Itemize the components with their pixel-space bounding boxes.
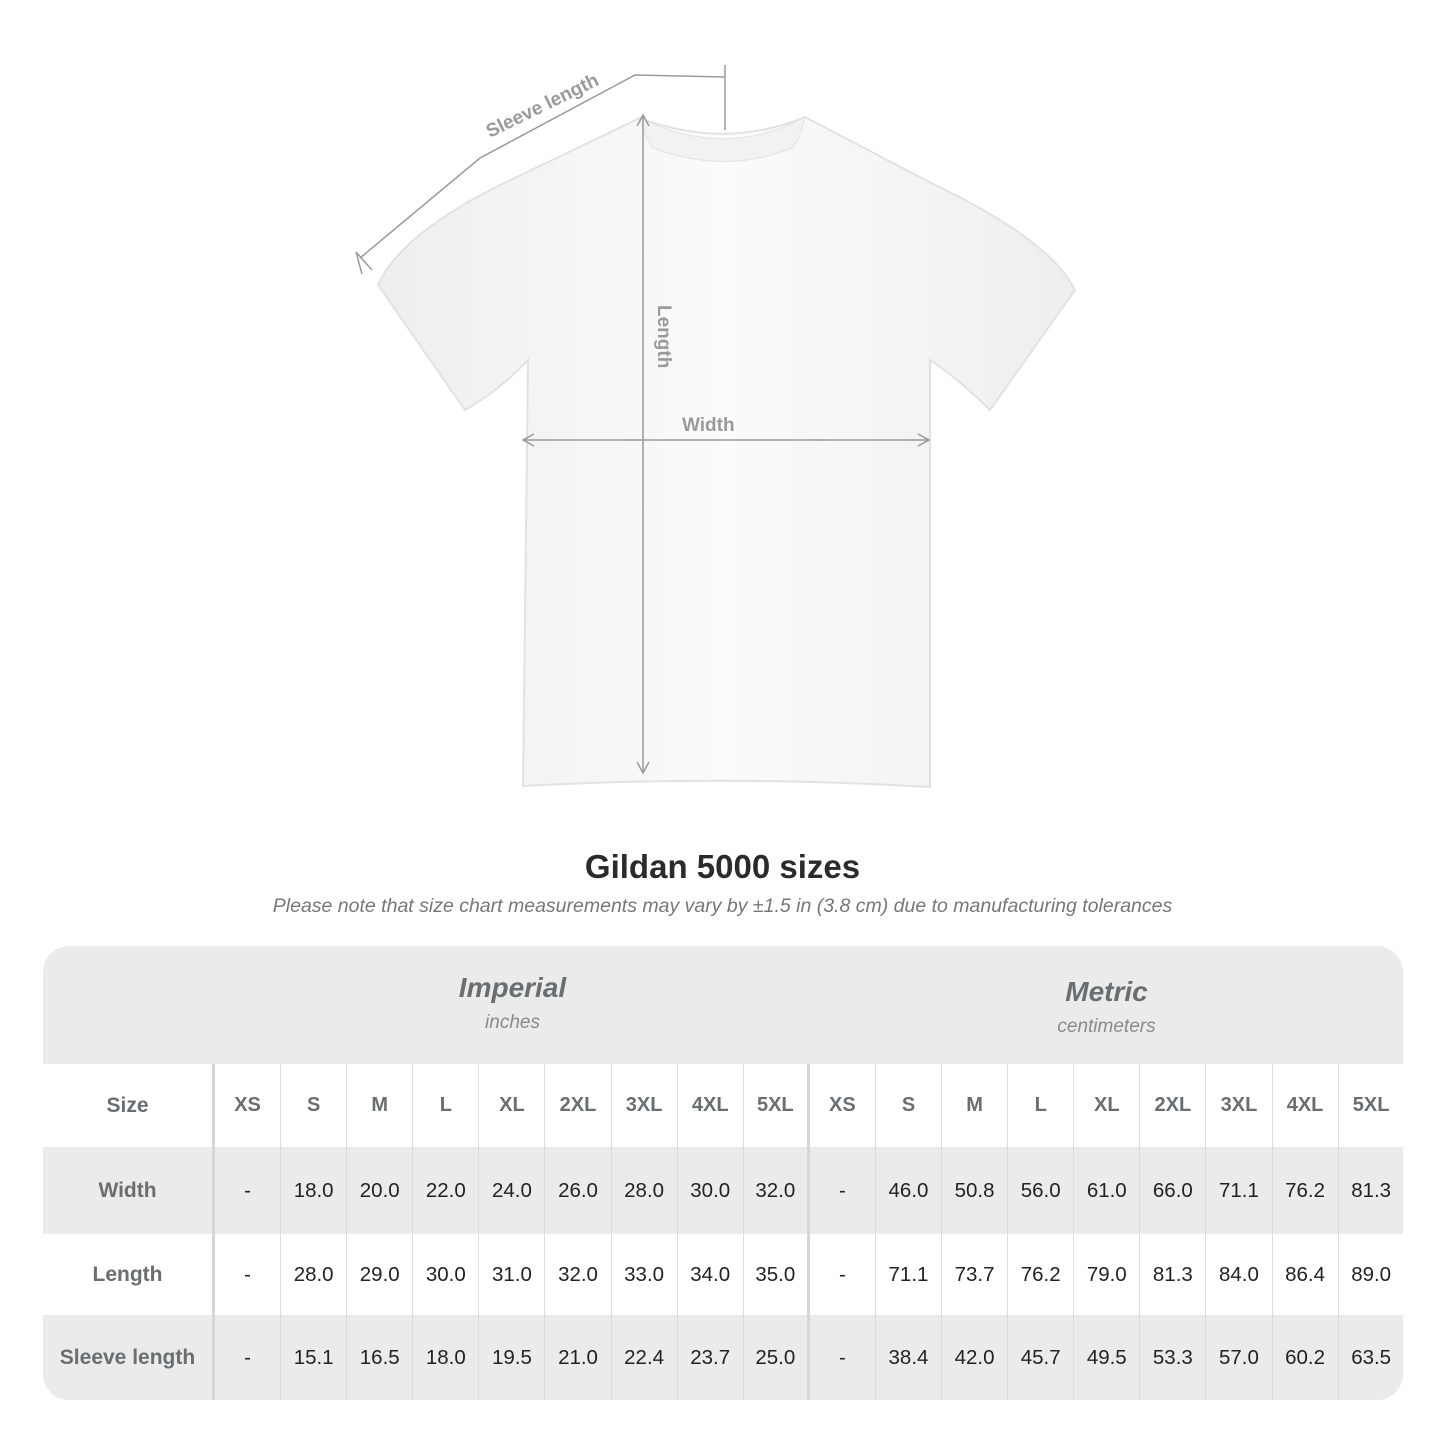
table-row: Length -28.0 29.0 30.0 31.0 32.0 33.0 34.0 35.0-… xyxy=(43,1234,1403,1315)
metric-size-header: XL xyxy=(1074,1064,1141,1147)
imperial-value: 16.5 xyxy=(347,1315,414,1400)
length-label: Length xyxy=(653,305,674,368)
metric-size-header: 3XL xyxy=(1206,1064,1273,1147)
width-line xyxy=(521,433,931,447)
imperial-value: 22.0 xyxy=(413,1147,480,1234)
imperial-value: 28.0 xyxy=(281,1234,348,1315)
imperial-value: 22.4 xyxy=(612,1315,678,1400)
metric-value: 49.5 xyxy=(1074,1315,1141,1400)
imperial-value: 30.0 xyxy=(413,1234,480,1315)
imperial-value: 31.0 xyxy=(479,1234,546,1315)
sleeve-length-arrow xyxy=(355,251,373,275)
imperial-value: 34.0 xyxy=(678,1234,744,1315)
metric-value: - xyxy=(810,1147,876,1234)
metric-size-header: M xyxy=(942,1064,1009,1147)
metric-value: 38.4 xyxy=(876,1315,943,1400)
table-row: Width -18.0 20.0 22.0 24.0 26.0 28.0 30.0 32.0-4… xyxy=(43,1147,1403,1234)
row-label: Length xyxy=(43,1234,215,1315)
metric-size-header: XS xyxy=(810,1064,876,1147)
metric-value: 42.0 xyxy=(942,1315,1009,1400)
imperial-value: 23.7 xyxy=(678,1315,744,1400)
metric-size-header: 4XL xyxy=(1273,1064,1339,1147)
tshirt-shape xyxy=(376,115,1077,789)
metric-unit: centimeters xyxy=(1057,1016,1156,1037)
metric-size-header: 5XL xyxy=(1339,1064,1403,1147)
page-title: Gildan 5000 sizes xyxy=(584,848,861,885)
metric-value: 60.2 xyxy=(1273,1315,1339,1400)
sleeve-length-line xyxy=(359,74,726,259)
metric-value: 57.0 xyxy=(1206,1315,1273,1400)
metric-value: 66.0 xyxy=(1140,1147,1207,1234)
imperial-size-header: 5XL xyxy=(744,1064,810,1147)
imperial-value: - xyxy=(215,1234,282,1315)
imperial-value: 20.0 xyxy=(347,1147,414,1234)
metric-value: 86.4 xyxy=(1273,1234,1339,1315)
metric-value: 81.3 xyxy=(1339,1147,1403,1234)
metric-size-header: S xyxy=(876,1064,943,1147)
imperial-value: 29.0 xyxy=(347,1234,414,1315)
imperial-value: 25.0 xyxy=(744,1315,810,1400)
imperial-size-header: 2XL xyxy=(545,1064,612,1147)
metric-value: 45.7 xyxy=(1008,1315,1075,1400)
row-label: Sleeve length xyxy=(43,1315,215,1400)
imperial-value: 21.0 xyxy=(545,1315,612,1400)
imperial-unit: inches xyxy=(485,1012,540,1033)
row-label: Width xyxy=(43,1147,215,1234)
metric-value: - xyxy=(810,1234,876,1315)
metric-value: 79.0 xyxy=(1074,1234,1141,1315)
metric-value: 81.3 xyxy=(1140,1234,1207,1315)
metric-title: Metric xyxy=(1065,976,1148,1007)
imperial-value: 18.0 xyxy=(413,1315,480,1400)
imperial-size-header: XL xyxy=(479,1064,546,1147)
imperial-value: 15.1 xyxy=(281,1315,348,1400)
metric-value: 76.2 xyxy=(1008,1234,1075,1315)
metric-value: 71.1 xyxy=(1206,1147,1273,1234)
imperial-group: Imperial inches xyxy=(215,946,810,1064)
metric-value: 76.2 xyxy=(1273,1147,1339,1234)
metric-value: 63.5 xyxy=(1339,1315,1403,1400)
metric-value: 61.0 xyxy=(1074,1147,1141,1234)
imperial-value: 35.0 xyxy=(744,1234,810,1315)
metric-value: - xyxy=(810,1315,876,1400)
tolerance-note: Please note that size chart measurements… xyxy=(272,895,1173,917)
imperial-size-header: 4XL xyxy=(678,1064,744,1147)
imperial-value: 30.0 xyxy=(678,1147,744,1234)
metric-value: 50.8 xyxy=(942,1147,1009,1234)
imperial-value: 32.0 xyxy=(545,1234,612,1315)
table-row: Sleeve length -15.1 16.5 18.0 19.5 21.0 22.4 23… xyxy=(43,1315,1403,1400)
imperial-size-header: S xyxy=(281,1064,348,1147)
metric-value: 89.0 xyxy=(1339,1234,1403,1315)
size-table: Imperial inches Metric centimeters Size X… xyxy=(43,946,1403,1400)
imperial-value: 19.5 xyxy=(479,1315,546,1400)
metric-group: Metric centimeters xyxy=(810,946,1403,1064)
imperial-value: - xyxy=(215,1315,282,1400)
size-header-row: Size XS S M L XL 2XL 3XL 4XL 5XL XS S M L XL 2XL 3XL 4XL 5… xyxy=(43,1064,1403,1147)
metric-value: 56.0 xyxy=(1008,1147,1075,1234)
imperial-title: Imperial xyxy=(458,972,567,1003)
imperial-value: 32.0 xyxy=(744,1147,810,1234)
imperial-size-header: L xyxy=(413,1064,480,1147)
imperial-value: 26.0 xyxy=(545,1147,612,1234)
metric-value: 73.7 xyxy=(942,1234,1009,1315)
imperial-value: 28.0 xyxy=(612,1147,678,1234)
length-line xyxy=(636,113,650,775)
size-header-label: Size xyxy=(43,1064,215,1147)
width-label: Width xyxy=(682,415,735,436)
imperial-value: - xyxy=(215,1147,282,1234)
imperial-size-header: M xyxy=(347,1064,414,1147)
sleeve-length-label: Sleeve length xyxy=(483,70,602,143)
collar xyxy=(639,116,806,162)
metric-value: 84.0 xyxy=(1206,1234,1273,1315)
imperial-value: 18.0 xyxy=(281,1147,348,1234)
metric-size-header: L xyxy=(1008,1064,1075,1147)
metric-value: 71.1 xyxy=(876,1234,943,1315)
tshirt-diagram: Sleeve length Length Width xyxy=(355,65,1077,789)
imperial-size-header: 3XL xyxy=(612,1064,678,1147)
imperial-size-header: XS xyxy=(215,1064,282,1147)
imperial-value: 33.0 xyxy=(612,1234,678,1315)
imperial-value: 24.0 xyxy=(479,1147,546,1234)
metric-value: 53.3 xyxy=(1140,1315,1207,1400)
metric-value: 46.0 xyxy=(876,1147,943,1234)
metric-size-header: 2XL xyxy=(1140,1064,1207,1147)
